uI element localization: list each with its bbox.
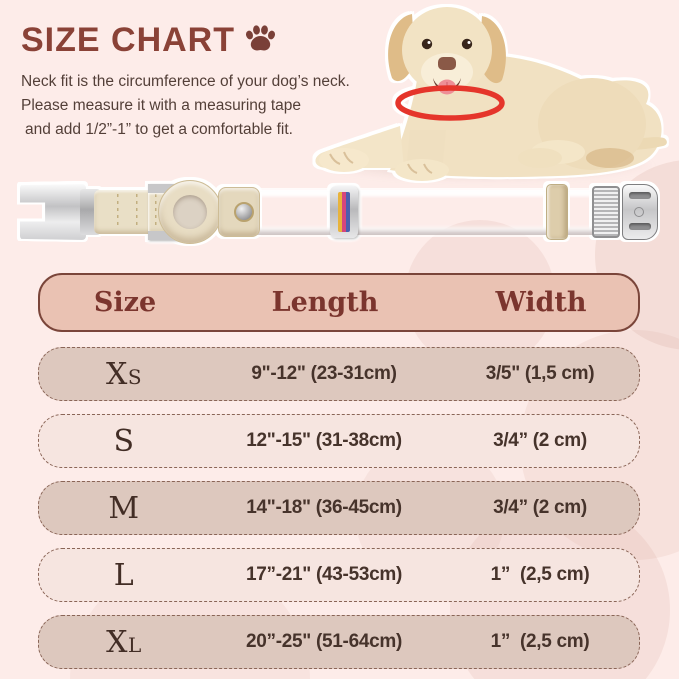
instruction-line: Please measure it with a measuring tape (21, 97, 302, 114)
length-value: 20”-25" (51-64cm) (246, 631, 402, 652)
size-value: M (108, 490, 140, 526)
size-value: L (113, 557, 135, 593)
size-value: XL (106, 624, 142, 660)
instruction-line: Neck fit is the circumference of your do… (21, 73, 350, 90)
column-header-length: Length (271, 287, 379, 318)
adjuster-window (338, 192, 350, 232)
buckle-pin-detail (634, 207, 644, 217)
tri-glide-adjuster (592, 186, 620, 238)
metal-slide-adjuster (330, 186, 358, 238)
instruction-line: and add 1/2”-1” to get a comfortable fit… (25, 121, 293, 138)
width-value: 1” (2,5 cm) (490, 631, 590, 652)
column-header-size: Size (93, 287, 157, 318)
intro-block: SIZE CHART Neck fit is the circumference… (21, 22, 350, 142)
metal-buckle-male (20, 184, 86, 240)
length-value: 14"-18" (36-45cm) (246, 497, 402, 518)
width-value: 1” (2,5 cm) (490, 564, 590, 585)
width-value: 3/4” (2 cm) (493, 430, 587, 451)
table-header-row: Size Length Width (38, 273, 640, 332)
table-body: XS 9"-12" (23-31cm) 3/5" (1,5 cm) S 12"-… (38, 347, 640, 669)
size-value: XS (105, 356, 143, 392)
neck-measure-ring (395, 85, 505, 121)
table-row: XS 9"-12" (23-31cm) 3/5" (1,5 cm) (38, 347, 640, 401)
collar-product-photo (16, 180, 666, 248)
length-value: 9"-12" (23-31cm) (251, 363, 397, 384)
table-row: L 17”-21" (43-53cm) 1” (2,5 cm) (38, 548, 640, 602)
paw-icon (245, 25, 276, 51)
size-value: S (113, 423, 135, 459)
fabric-keeper-loop (546, 184, 568, 240)
measuring-instructions: Neck fit is the circumference of your do… (21, 70, 350, 142)
table-row: S 12"-15" (31-38cm) 3/4” (2 cm) (38, 414, 640, 468)
metal-buckle-female (622, 184, 658, 240)
buckle-slot (629, 223, 651, 230)
length-value: 17”-21" (43-53cm) (246, 564, 402, 585)
labrador-dog-photo (315, 7, 667, 181)
airtag-window (173, 195, 207, 229)
buckle-slot (629, 192, 651, 199)
table-row: XL 20”-25" (51-64cm) 1” (2,5 cm) (38, 615, 640, 669)
width-value: 3/5" (1,5 cm) (485, 363, 595, 384)
length-value: 12"-15" (31-38cm) (246, 430, 402, 451)
page-title: SIZE CHART (21, 21, 235, 59)
snap-button (234, 202, 254, 222)
striped-webbing (252, 191, 596, 235)
airtag-holder (158, 180, 222, 244)
column-header-width: Width (495, 287, 587, 318)
width-value: 3/4” (2 cm) (493, 497, 587, 518)
size-table: Size Length Width XS 9"-12" (23-31cm) 3/… (38, 273, 640, 669)
table-row: M 14"-18" (36-45cm) 3/4” (2 cm) (38, 481, 640, 535)
